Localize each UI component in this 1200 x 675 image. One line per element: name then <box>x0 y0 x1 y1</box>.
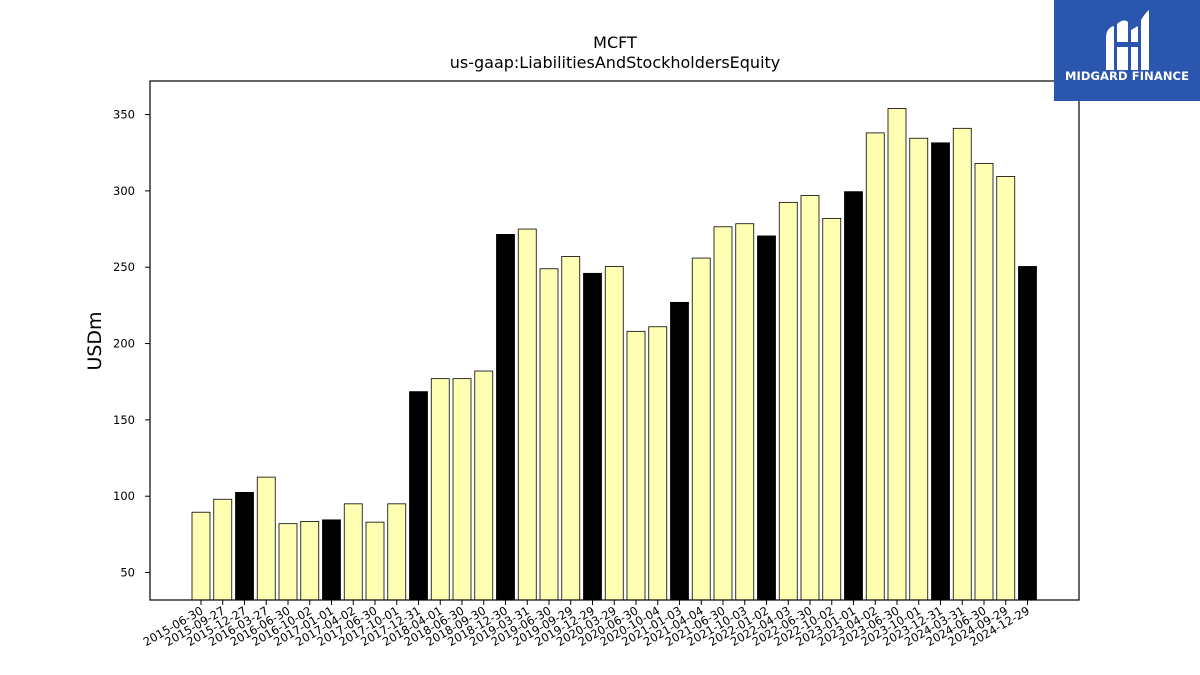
y-tick-label: 200 <box>113 337 135 351</box>
bar <box>844 191 863 601</box>
bar <box>300 520 320 601</box>
bar <box>256 476 276 601</box>
midgard-finance-logo: MIDGARD FINANCE <box>1054 0 1200 101</box>
bars-group <box>191 108 1037 601</box>
bar <box>365 521 385 601</box>
bar <box>800 195 820 601</box>
bar <box>409 391 428 601</box>
bar <box>235 491 254 601</box>
bar <box>430 378 450 601</box>
y-tick-label: 350 <box>113 108 135 122</box>
bar <box>974 163 994 601</box>
bar <box>735 223 755 601</box>
midgard-mh-monogram-icon <box>1106 10 1149 70</box>
plot-frame <box>149 80 1080 601</box>
y-tick-label: 150 <box>113 413 135 427</box>
bar <box>213 498 233 601</box>
bar <box>322 519 341 601</box>
bar <box>278 523 298 601</box>
bar <box>909 137 929 601</box>
chart-subtitle: us-gaap:LiabilitiesAndStockholdersEquity <box>450 53 781 72</box>
bar <box>822 217 842 601</box>
bar <box>539 268 559 601</box>
chart-title: MCFT <box>593 33 637 52</box>
y-axis: 50 100 150 200 250 300 350 <box>113 108 150 580</box>
bar <box>387 503 407 601</box>
bar <box>691 257 711 601</box>
bar <box>670 301 689 601</box>
y-tick-label: 50 <box>120 566 135 580</box>
bar <box>343 503 363 601</box>
y-axis-label: USDm <box>84 311 106 370</box>
bar <box>996 176 1016 601</box>
bar <box>474 370 494 601</box>
bar <box>561 256 581 601</box>
x-axis: 2015-06-302015-09-272015-12-272016-03-27… <box>141 600 1032 649</box>
bar <box>452 378 472 601</box>
bar <box>496 234 515 601</box>
bar <box>865 132 885 601</box>
y-tick-label: 250 <box>113 260 135 274</box>
bar <box>778 201 798 601</box>
bar <box>952 127 972 601</box>
bar <box>648 326 668 601</box>
bar <box>713 226 733 601</box>
bar <box>887 108 907 601</box>
bar <box>604 266 624 601</box>
y-tick-label: 300 <box>113 184 135 198</box>
bar <box>517 228 537 601</box>
bar <box>626 330 646 601</box>
y-tick-label: 100 <box>113 489 135 503</box>
bar <box>583 272 602 601</box>
bar <box>931 142 950 601</box>
bar <box>191 511 211 601</box>
logo-wordmark: MIDGARD FINANCE <box>1064 69 1190 83</box>
bar <box>1018 266 1037 601</box>
bar <box>757 235 776 601</box>
